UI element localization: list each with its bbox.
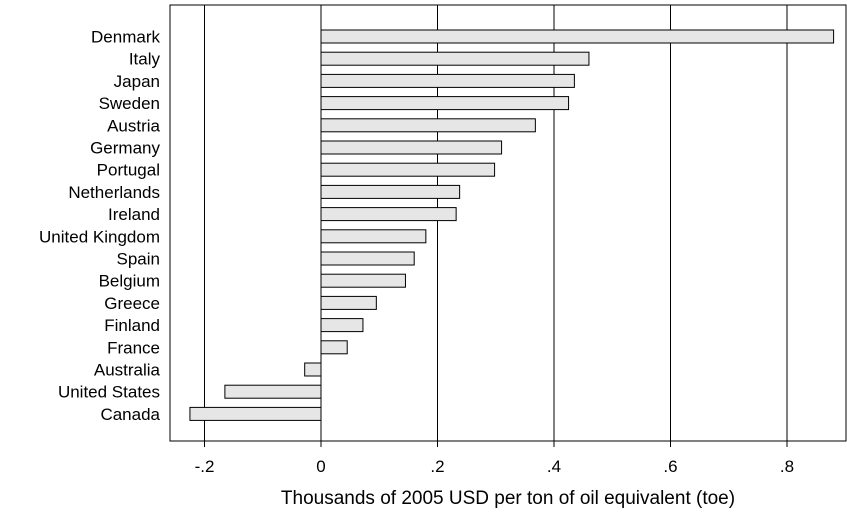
bar (320, 273, 406, 288)
bar (320, 29, 835, 44)
bar (320, 295, 377, 310)
bar (320, 162, 496, 177)
category-label: Germany (90, 139, 160, 158)
category-label: Sweden (99, 94, 160, 113)
category-label: United Kingdom (39, 227, 160, 246)
bar (320, 340, 348, 355)
x-axis-title: Thousands of 2005 USD per ton of oil equ… (281, 488, 735, 509)
grid-lines (204, 5, 788, 441)
bar (320, 140, 503, 155)
x-tick-label: .8 (780, 457, 794, 476)
plot-frame (169, 4, 847, 442)
category-label: France (107, 338, 160, 357)
bar (320, 318, 364, 333)
bars (189, 29, 835, 421)
bar (320, 251, 415, 266)
bar (320, 229, 427, 244)
bar (320, 118, 536, 133)
category-label: Ireland (108, 205, 160, 224)
bar (304, 362, 322, 377)
x-tick-label: .2 (430, 457, 444, 476)
category-label: Austria (107, 116, 160, 135)
x-axis-ticks: -.2 0 .2 .4 .6 .8 (195, 441, 794, 476)
x-tick-label: 0 (316, 457, 325, 476)
category-label: Netherlands (68, 183, 160, 202)
bar (189, 406, 322, 421)
category-labels: Denmark Italy Japan Sweden Austria Germany Por… (39, 28, 161, 424)
category-label: Portugal (97, 161, 160, 180)
bar (320, 184, 461, 199)
x-tick-label: -.2 (195, 457, 215, 476)
bar (320, 51, 590, 66)
category-label: Canada (100, 405, 160, 424)
bar (320, 207, 457, 222)
category-label: Denmark (91, 28, 160, 47)
category-label: Italy (129, 50, 161, 69)
category-label: Japan (114, 72, 160, 91)
category-label: United States (58, 383, 160, 402)
category-label: Greece (104, 294, 160, 313)
bar (320, 96, 570, 111)
x-tick-label: .4 (547, 457, 561, 476)
category-label: Australia (94, 361, 161, 380)
bar (224, 384, 322, 399)
category-label: Spain (117, 250, 160, 269)
x-tick-label: .6 (663, 457, 677, 476)
category-label: Finland (104, 316, 160, 335)
bar (320, 73, 575, 88)
category-label: Belgium (99, 272, 160, 291)
